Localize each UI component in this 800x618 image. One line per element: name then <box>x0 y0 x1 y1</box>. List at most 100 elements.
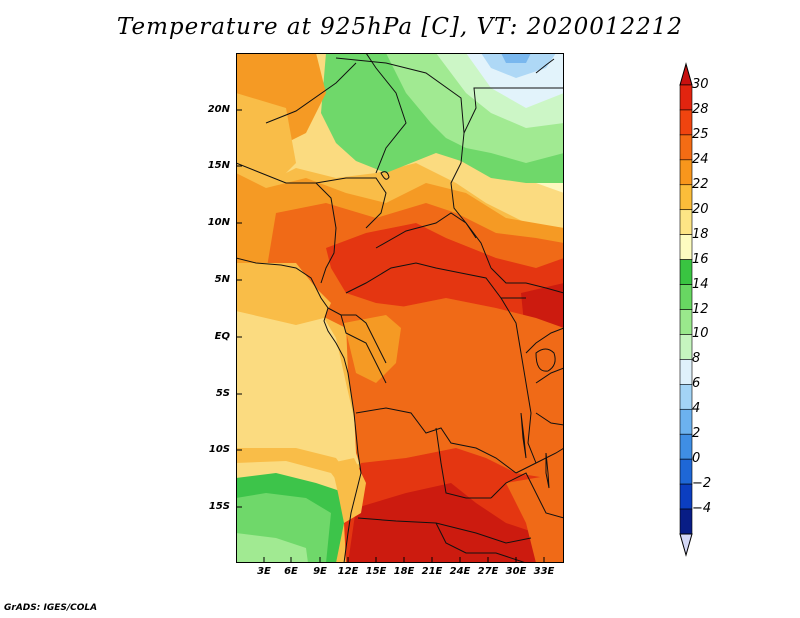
field-south-30 <box>348 483 536 563</box>
border-north-4 <box>365 53 407 174</box>
border-angola-east <box>435 427 491 499</box>
colorbar-cell <box>679 458 693 485</box>
lat-label: EQ <box>214 331 230 342</box>
colorbar-cell <box>679 408 693 435</box>
lon-label: 9E <box>313 566 327 577</box>
lon-label: 12E <box>337 566 359 577</box>
border-drc-angola <box>355 407 517 474</box>
colorbar-cell <box>679 309 693 335</box>
lon-label: 24E <box>449 566 471 577</box>
colorbar-cell <box>679 483 693 510</box>
colorbar-label: 14 <box>692 276 709 292</box>
colorbar-label: 24 <box>692 151 709 167</box>
colorbar-label: 6 <box>692 376 701 392</box>
border-sahel-1 <box>236 162 387 229</box>
colorbar-cell <box>679 159 693 186</box>
map-title: Temperature at 925hPa [C], VT: 202001221… <box>116 14 684 40</box>
border-east-2 <box>535 367 564 384</box>
border-nigeria <box>315 182 337 284</box>
field-congo-25 <box>346 298 564 498</box>
colorbar-label: 4 <box>692 401 701 417</box>
lat-label: 15N <box>207 160 230 171</box>
field-sw-12 <box>236 533 308 563</box>
colorbar-cell <box>679 234 693 260</box>
colorbar-label: 16 <box>692 251 709 267</box>
colorbar-label: 28 <box>692 101 709 117</box>
border-north-2 <box>335 57 465 134</box>
border-congo-east <box>500 297 537 464</box>
map-frame <box>236 53 564 563</box>
colorbar-label: −4 <box>692 501 712 517</box>
colorbar-top-arrow <box>679 62 693 86</box>
border-sudan-south <box>490 267 564 294</box>
colorbar-cell <box>679 84 693 111</box>
lake-victoria <box>535 348 556 372</box>
temperature-map <box>236 53 564 563</box>
lat-label: 5S <box>215 388 230 399</box>
border-east-3 <box>535 412 564 426</box>
lat-label: 10N <box>207 217 230 228</box>
credit-text: GrADS: IGES/COLA <box>4 603 98 613</box>
border-car-south <box>345 262 526 299</box>
border-angola-south <box>357 517 532 544</box>
lon-label: 21E <box>421 566 443 577</box>
colorbar-label: 22 <box>692 176 709 192</box>
ticks <box>236 109 545 563</box>
field-north-blue <box>481 53 556 78</box>
colorbar-label: 20 <box>692 201 709 217</box>
field-congo-24 <box>344 315 401 383</box>
lat-label: 15S <box>208 501 230 512</box>
lon-label: 27E <box>477 566 499 577</box>
lat-label: 5N <box>214 274 230 285</box>
border-north-3 <box>463 87 564 134</box>
colorbar-cell <box>679 134 693 161</box>
lon-label: 33E <box>533 566 555 577</box>
colorbar-label: 12 <box>692 301 709 317</box>
colorbar-cell <box>679 359 693 385</box>
field-gulf <box>236 263 331 325</box>
borders <box>236 53 564 563</box>
field-se-25 <box>506 473 564 563</box>
colorbar-label: 25 <box>692 126 709 142</box>
border-north-1 <box>265 62 357 124</box>
border-chad-car <box>375 212 492 269</box>
lon-label: 3E <box>257 566 271 577</box>
colorbar-cell <box>679 384 693 410</box>
field-north-blue-dark <box>501 53 531 63</box>
colorbar-label: 18 <box>692 226 709 242</box>
border-cameroon <box>327 307 387 364</box>
colorbar-label: 10 <box>692 326 709 342</box>
field-atlantic-20 <box>236 311 361 473</box>
colorbar-cell <box>679 334 693 360</box>
colorbar-cell <box>679 284 693 310</box>
lake-tanganyika <box>520 412 527 459</box>
lon-label: 15E <box>365 566 387 577</box>
colorbar-cells <box>679 84 693 535</box>
colorbar-cell <box>679 109 693 136</box>
colorbar-label: 2 <box>692 426 701 442</box>
lake-chad <box>380 171 390 180</box>
border-zambia <box>490 472 564 519</box>
colorbar-label: −2 <box>692 476 712 492</box>
lon-label: 6E <box>284 566 298 577</box>
map-canvas <box>236 53 564 563</box>
colorbar-cell <box>679 433 693 460</box>
lat-label: 10S <box>208 444 230 455</box>
colorbar-cell <box>679 209 693 235</box>
field-nw-22 <box>236 93 296 193</box>
colorbar-cell <box>679 184 693 211</box>
border-gabon <box>340 314 387 384</box>
lat-label: 20N <box>207 104 230 115</box>
lake-malawi <box>545 452 550 489</box>
colorbar-cell <box>679 259 693 285</box>
colorbar-label: 0 <box>692 451 701 467</box>
lon-label: 30E <box>505 566 527 577</box>
lon-label: 18E <box>393 566 415 577</box>
colorbar-label: 30 <box>692 77 709 92</box>
colorbar-cell <box>679 508 693 535</box>
colorbar-bottom-arrow <box>679 533 693 557</box>
field-west-coast-22 <box>331 458 366 523</box>
west-coastline <box>236 257 362 563</box>
colorbar-label: 8 <box>692 351 701 367</box>
border-southern <box>435 522 527 563</box>
